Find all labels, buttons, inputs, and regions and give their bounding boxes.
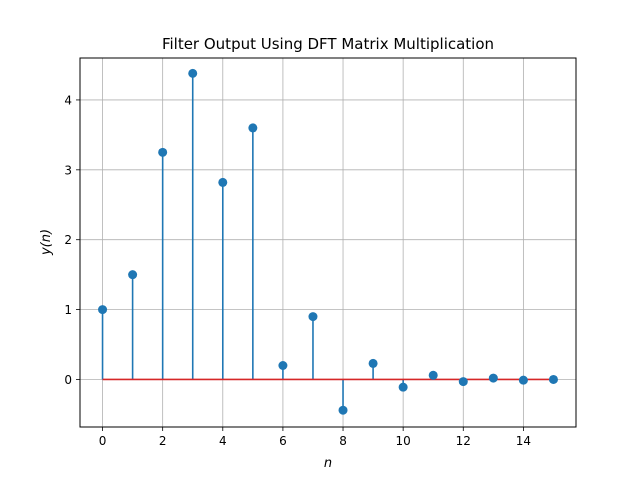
x-axis-label: n bbox=[324, 456, 332, 471]
stem-marker bbox=[398, 382, 408, 392]
x-tick-label: 2 bbox=[159, 434, 167, 448]
x-tick-label: 8 bbox=[339, 434, 347, 448]
stem-marker bbox=[548, 374, 558, 384]
chart-title: Filter Output Using DFT Matrix Multiplic… bbox=[162, 35, 494, 53]
stem-marker bbox=[218, 177, 228, 187]
y-tick-label: 3 bbox=[64, 163, 72, 177]
y-tick-label: 4 bbox=[64, 93, 72, 107]
x-tick-label: 6 bbox=[279, 434, 287, 448]
stem-marker bbox=[518, 375, 528, 385]
y-tick-label: 0 bbox=[64, 373, 72, 387]
stem-marker bbox=[428, 370, 438, 380]
stem-marker bbox=[128, 270, 138, 280]
stem-marker bbox=[368, 358, 378, 368]
stem-marker bbox=[188, 68, 198, 78]
markers-layer bbox=[98, 68, 558, 415]
stem-marker bbox=[488, 373, 498, 383]
y-axis-label: y(n) bbox=[39, 229, 54, 256]
stem-marker bbox=[338, 405, 348, 415]
x-tick-label: 12 bbox=[456, 434, 471, 448]
stem-marker bbox=[158, 147, 168, 157]
x-tick-label: 0 bbox=[99, 434, 107, 448]
plot-frame bbox=[79, 57, 577, 428]
x-tick-label: 10 bbox=[396, 434, 411, 448]
stem-marker bbox=[278, 361, 288, 370]
stem-marker bbox=[248, 123, 258, 133]
x-tick-label: 14 bbox=[516, 434, 531, 448]
y-tick-label: 1 bbox=[64, 303, 72, 317]
x-tick-label: 4 bbox=[219, 434, 227, 448]
stem-marker bbox=[98, 305, 108, 315]
stem-marker bbox=[458, 377, 468, 387]
y-tick-label: 2 bbox=[64, 233, 72, 247]
stem-marker bbox=[308, 312, 318, 322]
